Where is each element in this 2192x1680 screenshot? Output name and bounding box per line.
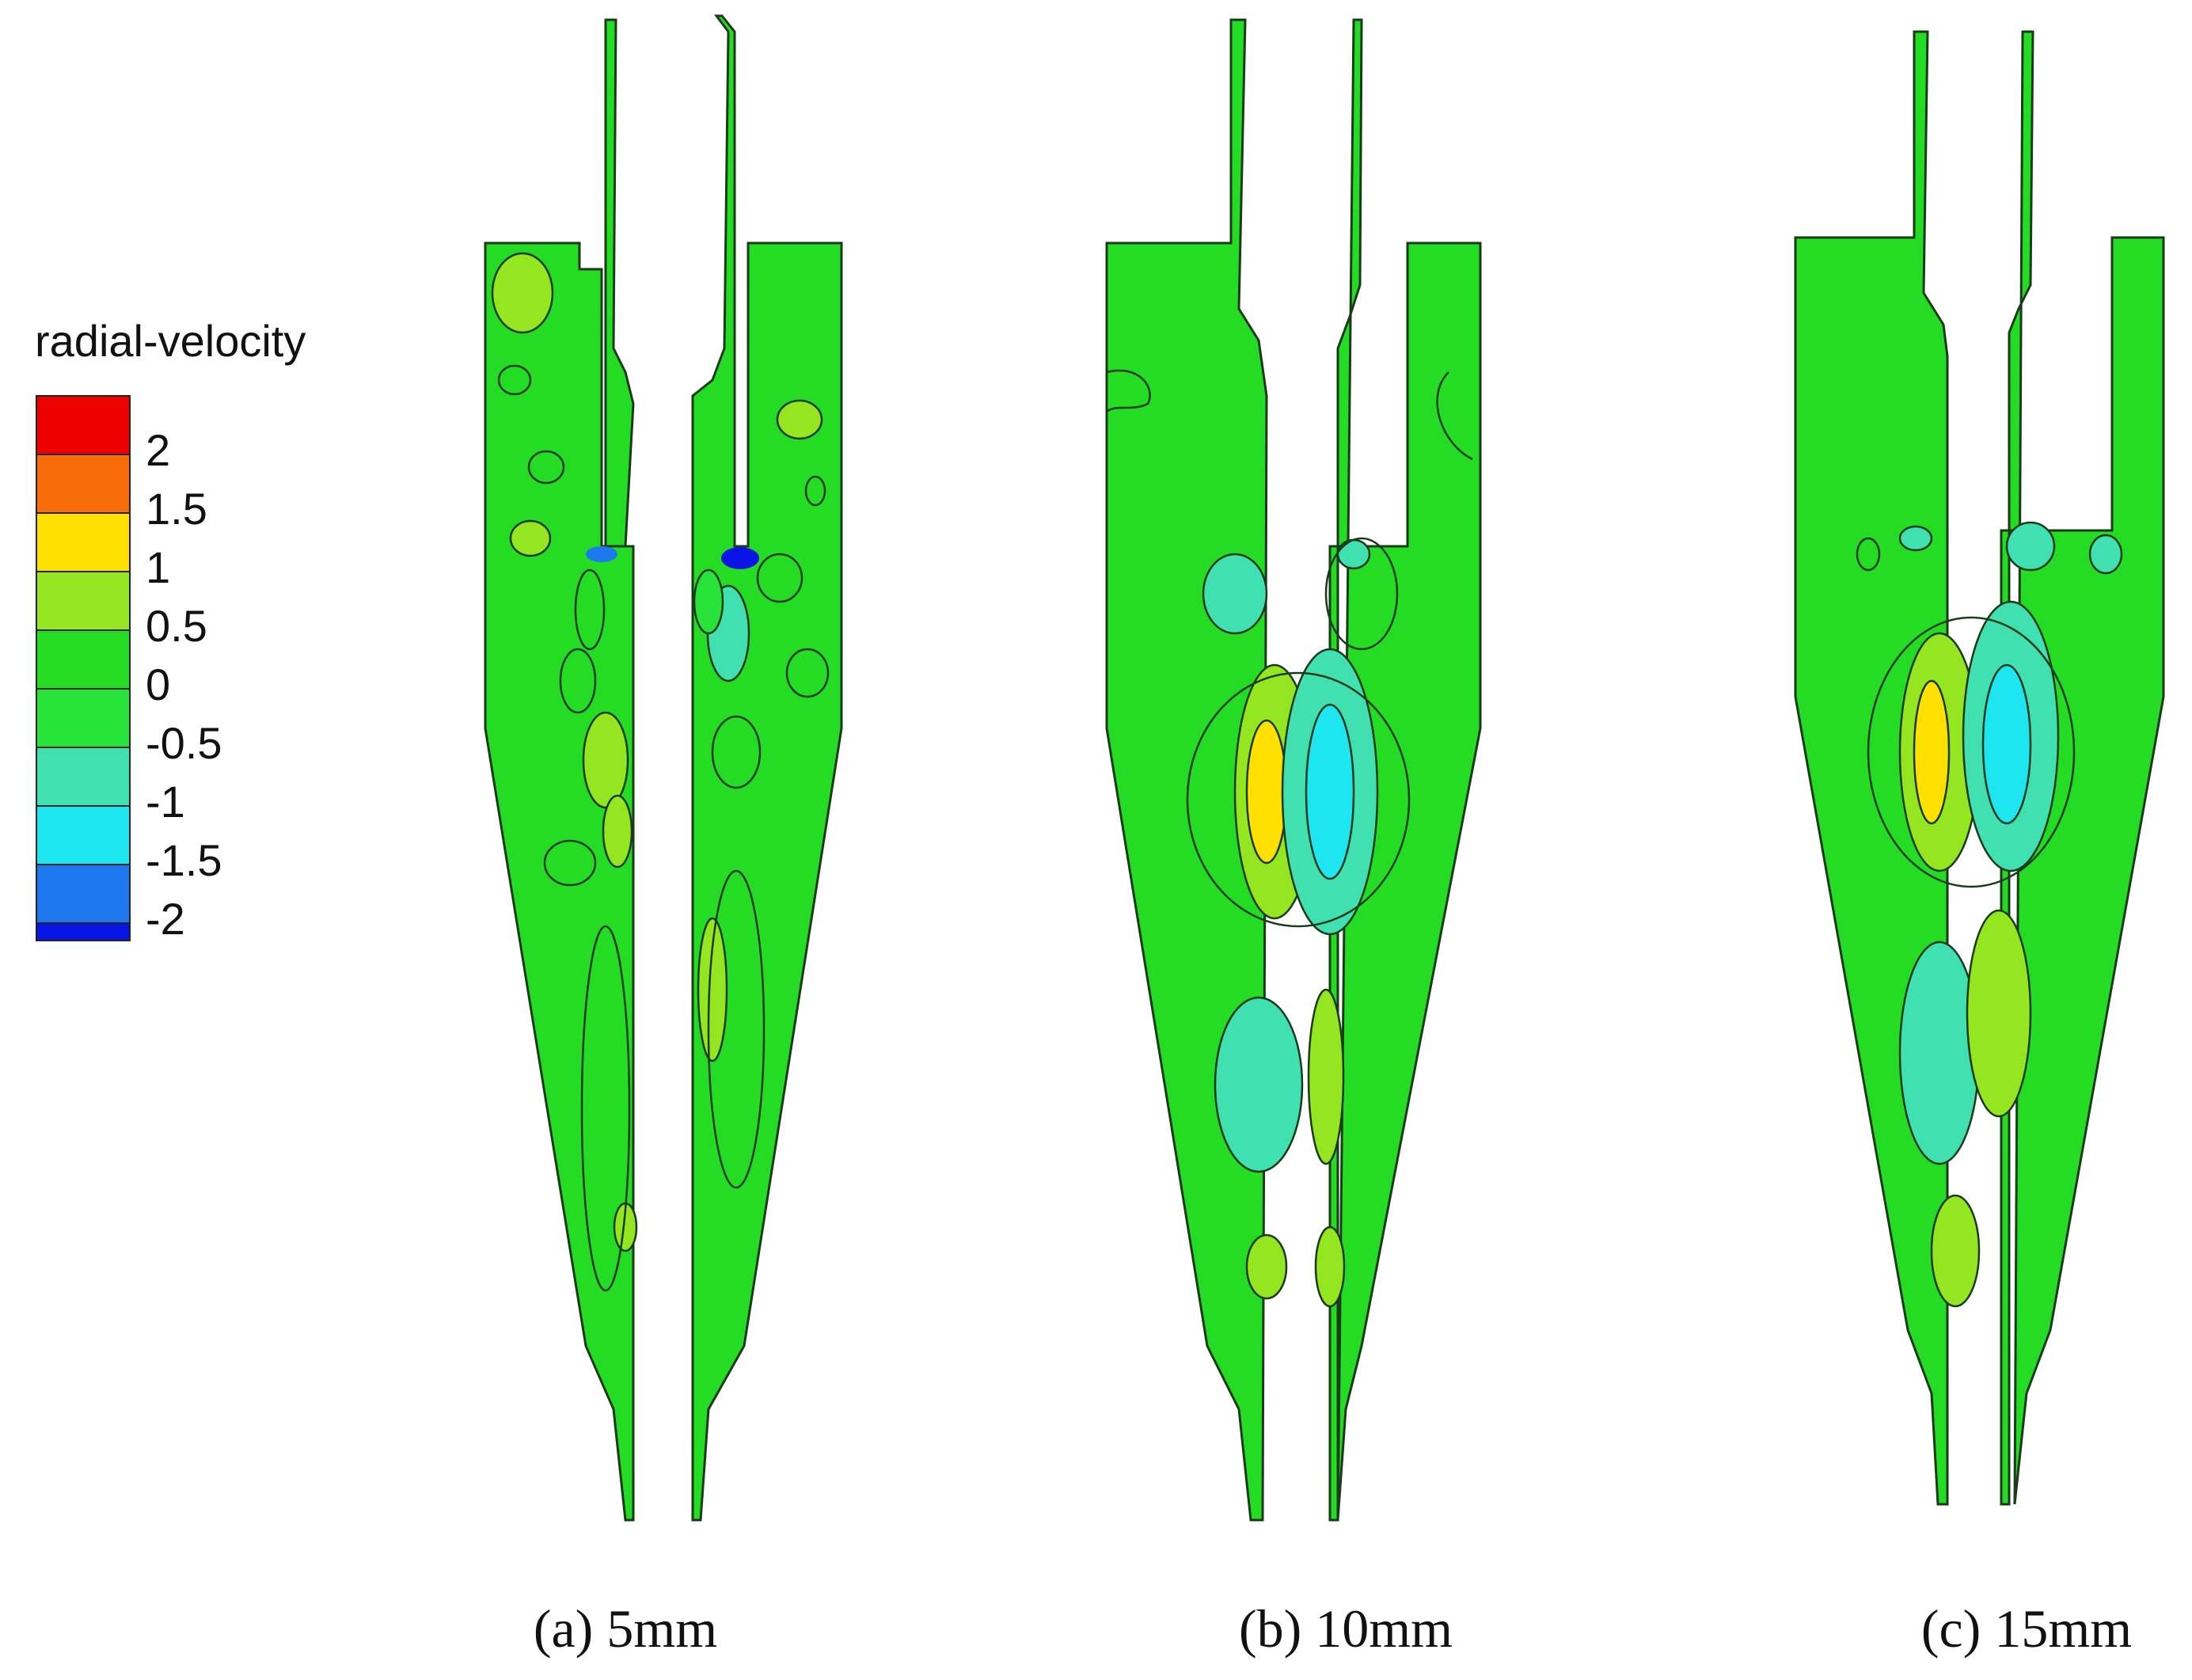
panel-a-domain-left	[484, 241, 635, 1522]
legend-tick-label: -1.5	[146, 835, 222, 885]
legend-tick-labels: 2 1.5 1 0.5 0 -0.5 -1 -1.5 -2	[146, 425, 222, 944]
legend-color-bar	[36, 395, 131, 941]
legend-swatch	[36, 747, 131, 807]
legend-tick-label: -2	[146, 894, 185, 944]
panel-a-contours	[491, 252, 830, 1292]
legend-title: radial-velocity	[35, 316, 306, 366]
panel-c-domain-right	[2000, 30, 2165, 1506]
panel-c-contours	[1856, 521, 2123, 1308]
legend-tick-label: 2	[146, 425, 170, 475]
legend-tick-label: 1.5	[146, 484, 207, 534]
panel-b: (b) 10mm	[1105, 18, 1482, 1659]
legend-swatch	[36, 512, 131, 572]
legend-swatch	[36, 864, 131, 924]
legend-swatch	[36, 571, 131, 631]
panel-b-contours	[1106, 369, 1473, 1308]
legend-swatch	[36, 454, 131, 514]
panel-a-caption: (a) 5mm	[534, 1598, 717, 1659]
legend-tick-label: -1	[146, 777, 185, 827]
legend-tick-label: 1	[146, 542, 170, 592]
panel-a-eddy-right	[721, 547, 759, 569]
legend-tick-label: 0.5	[146, 601, 207, 651]
legend-tick-label: 0	[146, 659, 170, 709]
legend-swatch	[36, 805, 131, 865]
legend-swatch	[36, 629, 131, 690]
legend: radial-velocity 2 1.5 1 0.5 0 -0.5 -1 -1.5 -2	[35, 316, 306, 944]
panel-a-vortex-finder-left	[604, 18, 635, 548]
panel-c: (c) 15mm	[1794, 30, 2165, 1659]
panel-b-caption: (b) 10mm	[1239, 1598, 1453, 1659]
legend-swatch	[36, 395, 131, 455]
panel-a-domain-right	[691, 14, 843, 1522]
panel-a-eddy-left	[586, 546, 617, 562]
legend-swatch-bottom	[36, 922, 131, 941]
legend-swatch	[36, 688, 131, 748]
legend-tick-label: -0.5	[146, 718, 222, 768]
panel-a: (a) 5mm	[484, 14, 843, 1659]
panel-c-domain-left	[1794, 30, 1949, 1506]
panel-c-caption: (c) 15mm	[1921, 1598, 2132, 1659]
